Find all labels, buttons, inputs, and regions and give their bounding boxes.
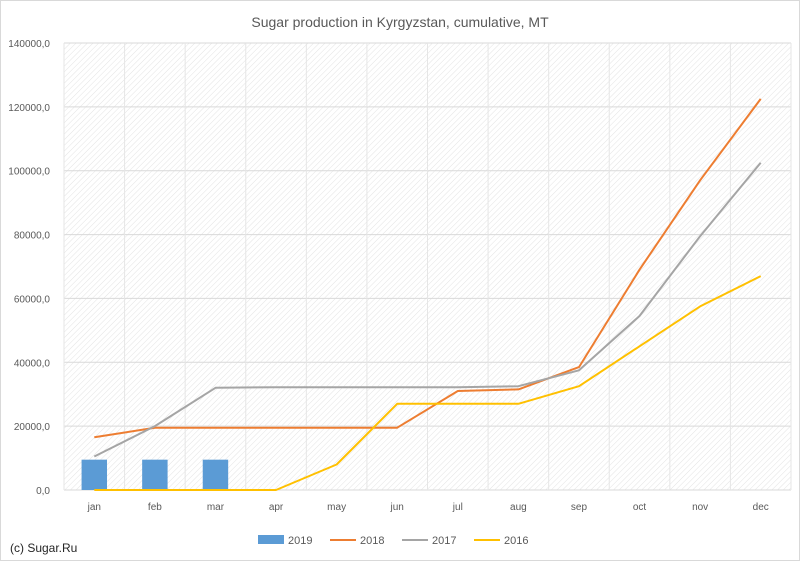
chart-title: Sugar production in Kyrgyzstan, cumulati… — [251, 14, 549, 30]
bar-series — [81, 459, 229, 490]
credit-text: (c) Sugar.Ru — [10, 541, 77, 555]
x-tick-label: feb — [148, 502, 162, 513]
legend-label-2018: 2018 — [360, 535, 384, 547]
y-axis: 0,0 20000,0 40000,0 60000,0 80000,0 100000,0 1… — [8, 39, 50, 497]
x-tick-label: dec — [753, 502, 769, 513]
y-tick-label: 80000,0 — [14, 231, 51, 242]
y-tick-label: 20000,0 — [14, 422, 51, 433]
x-axis: jan feb mar apr may jun jul aug sep oct nov dec — [87, 502, 769, 513]
legend: 2019 2018 2017 2016 — [258, 535, 528, 547]
x-tick-label: apr — [269, 502, 284, 513]
legend-label-2017: 2017 — [432, 535, 456, 547]
legend-label-2016: 2016 — [504, 535, 528, 547]
y-tick-label: 140000,0 — [8, 39, 50, 50]
y-tick-label: 0,0 — [36, 486, 50, 497]
y-tick-label: 120000,0 — [8, 103, 50, 114]
line-series-2018 — [94, 98, 762, 439]
legend-swatch-2019 — [258, 535, 284, 544]
y-tick-label: 60000,0 — [14, 294, 51, 305]
x-tick-label: jul — [452, 502, 463, 513]
gridlines — [63, 42, 792, 491]
y-tick-label: 100000,0 — [8, 167, 50, 178]
x-tick-label: jun — [390, 502, 404, 513]
bar-2019-jan — [81, 459, 108, 490]
x-tick-label: sep — [571, 502, 588, 513]
bar-2019-feb — [142, 459, 168, 490]
line-series — [93, 98, 762, 491]
x-tick-label: aug — [510, 502, 527, 513]
x-tick-label: may — [327, 502, 346, 513]
x-tick-label: nov — [692, 502, 708, 513]
bar-2019-mar — [202, 459, 229, 490]
line-series-2017 — [93, 162, 762, 458]
x-tick-label: mar — [207, 502, 225, 513]
x-tick-label: oct — [633, 502, 647, 513]
line-series-2016 — [94, 275, 762, 491]
y-tick-label: 40000,0 — [14, 358, 51, 369]
legend-label-2019: 2019 — [288, 535, 312, 547]
x-tick-label: jan — [87, 502, 101, 513]
